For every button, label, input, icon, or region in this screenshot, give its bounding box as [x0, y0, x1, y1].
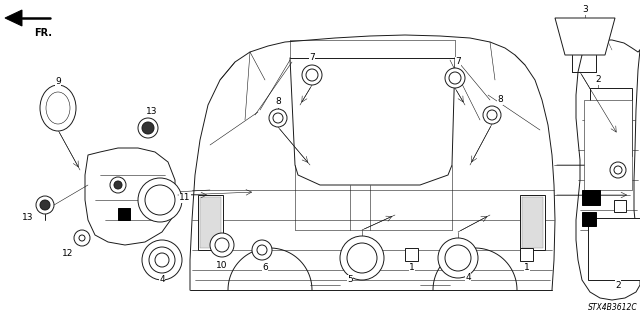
- Text: 6: 6: [262, 263, 268, 272]
- Circle shape: [347, 243, 377, 273]
- Circle shape: [306, 69, 318, 81]
- Bar: [614, 200, 626, 212]
- Circle shape: [36, 196, 54, 214]
- Circle shape: [483, 106, 501, 124]
- Text: 1: 1: [409, 263, 415, 272]
- Text: 8: 8: [275, 98, 281, 107]
- Bar: [584, 100, 632, 190]
- Circle shape: [155, 253, 169, 267]
- Text: FR.: FR.: [34, 28, 52, 38]
- Circle shape: [438, 238, 478, 278]
- Circle shape: [215, 238, 229, 252]
- Ellipse shape: [40, 85, 76, 131]
- Circle shape: [269, 109, 287, 127]
- Circle shape: [610, 162, 626, 178]
- Circle shape: [114, 181, 122, 189]
- Circle shape: [252, 240, 272, 260]
- Circle shape: [138, 118, 158, 138]
- Text: 4: 4: [159, 276, 165, 285]
- Bar: [118, 208, 130, 220]
- Bar: [520, 248, 533, 261]
- Bar: [522, 197, 543, 248]
- Text: 2: 2: [615, 280, 621, 290]
- Polygon shape: [5, 10, 22, 26]
- Bar: [405, 248, 418, 261]
- Circle shape: [149, 247, 175, 273]
- Text: 13: 13: [22, 213, 34, 222]
- Circle shape: [40, 200, 50, 210]
- Bar: [198, 195, 223, 250]
- Bar: [200, 197, 221, 248]
- Bar: [582, 190, 600, 205]
- Text: 7: 7: [309, 54, 315, 63]
- Text: 1: 1: [524, 263, 530, 272]
- Circle shape: [449, 72, 461, 84]
- Text: 9: 9: [55, 78, 61, 86]
- Text: 2: 2: [595, 76, 601, 85]
- Circle shape: [110, 177, 126, 193]
- Circle shape: [142, 240, 182, 280]
- Circle shape: [257, 245, 267, 255]
- Bar: [590, 88, 632, 156]
- Circle shape: [273, 113, 283, 123]
- Text: 8: 8: [497, 95, 503, 105]
- Circle shape: [142, 122, 154, 134]
- Text: 11: 11: [179, 194, 191, 203]
- Circle shape: [138, 178, 182, 222]
- Text: 12: 12: [62, 249, 74, 257]
- Text: 13: 13: [147, 108, 157, 116]
- Circle shape: [445, 245, 471, 271]
- Polygon shape: [85, 148, 175, 245]
- Circle shape: [74, 230, 90, 246]
- Text: STX4B3612C: STX4B3612C: [588, 303, 638, 312]
- Bar: [588, 218, 640, 280]
- Circle shape: [302, 65, 322, 85]
- Circle shape: [487, 110, 497, 120]
- Circle shape: [79, 235, 85, 241]
- Circle shape: [210, 233, 234, 257]
- Text: 4: 4: [465, 273, 471, 283]
- Circle shape: [145, 185, 175, 215]
- Text: 10: 10: [216, 261, 228, 270]
- Text: 3: 3: [582, 5, 588, 14]
- Bar: [520, 195, 545, 250]
- Polygon shape: [555, 18, 615, 55]
- Bar: [582, 212, 596, 226]
- Text: 5: 5: [347, 276, 353, 285]
- Circle shape: [445, 68, 465, 88]
- Ellipse shape: [46, 92, 70, 124]
- Circle shape: [340, 236, 384, 280]
- Text: 7: 7: [455, 57, 461, 66]
- Circle shape: [614, 166, 622, 174]
